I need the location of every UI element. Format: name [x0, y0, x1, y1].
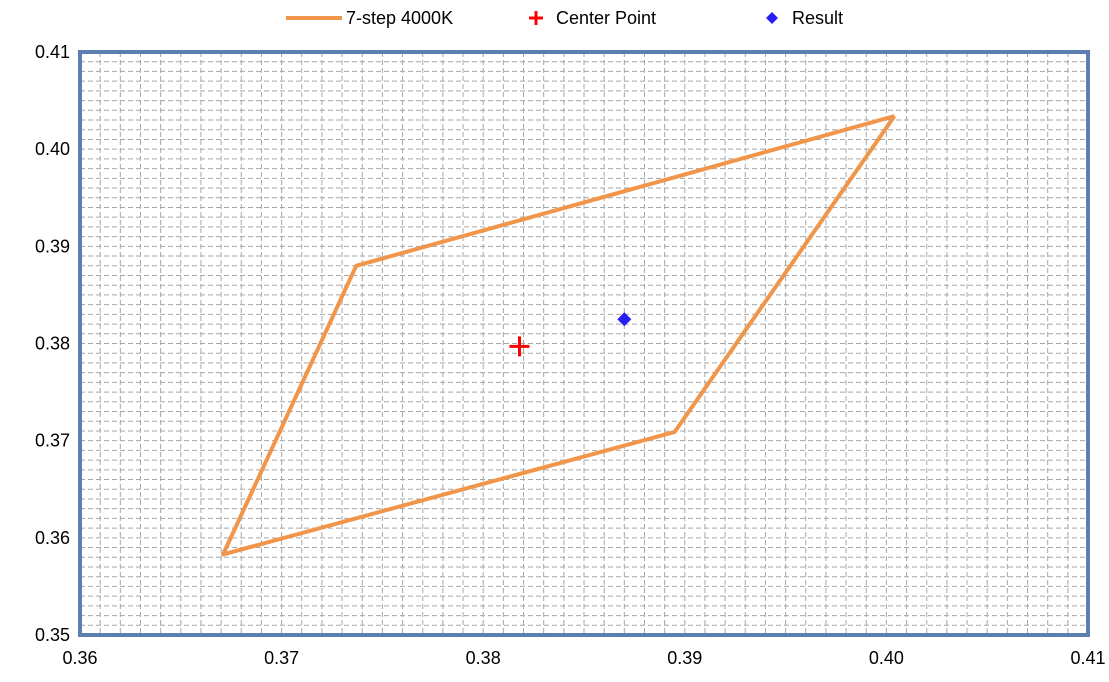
x-tick-label: 0.39	[667, 648, 702, 668]
result-marker	[617, 312, 632, 327]
y-tick-label: 0.41	[35, 42, 70, 62]
y-tick-label: 0.40	[35, 139, 70, 159]
x-axis-tick-labels: 0.36 0.37 0.38 0.39 0.40 0.41	[62, 648, 1105, 668]
legend-diamond-marker	[766, 12, 778, 24]
x-tick-label: 0.38	[466, 648, 501, 668]
legend-item: Result	[766, 8, 843, 28]
x-tick-label: 0.41	[1070, 648, 1105, 668]
legend-item: Center Point	[529, 8, 656, 28]
x-tick-label: 0.36	[62, 648, 97, 668]
y-tick-label: 0.36	[35, 528, 70, 548]
legend: 7-step 4000K Center Point Result	[286, 8, 843, 28]
center-point-marker	[509, 336, 530, 357]
y-tick-label: 0.39	[35, 236, 70, 256]
plot-grid	[80, 52, 1088, 635]
x-tick-label: 0.40	[869, 648, 904, 668]
legend-label: Result	[792, 8, 843, 28]
legend-label: Center Point	[556, 8, 656, 28]
plot-area-border	[78, 50, 1090, 637]
y-tick-label: 0.37	[35, 431, 70, 451]
legend-plus-marker	[529, 11, 543, 25]
legend-label: 7-step 4000K	[346, 8, 453, 28]
series-line-7-step-4000k	[221, 114, 897, 557]
series-layer	[221, 114, 897, 557]
x-tick-label: 0.37	[264, 648, 299, 668]
legend-item: 7-step 4000K	[286, 8, 453, 28]
y-tick-label: 0.35	[35, 625, 70, 645]
y-axis-tick-labels: 0.35 0.36 0.37 0.38 0.39 0.40 0.41	[35, 42, 70, 645]
y-tick-label: 0.38	[35, 334, 70, 354]
